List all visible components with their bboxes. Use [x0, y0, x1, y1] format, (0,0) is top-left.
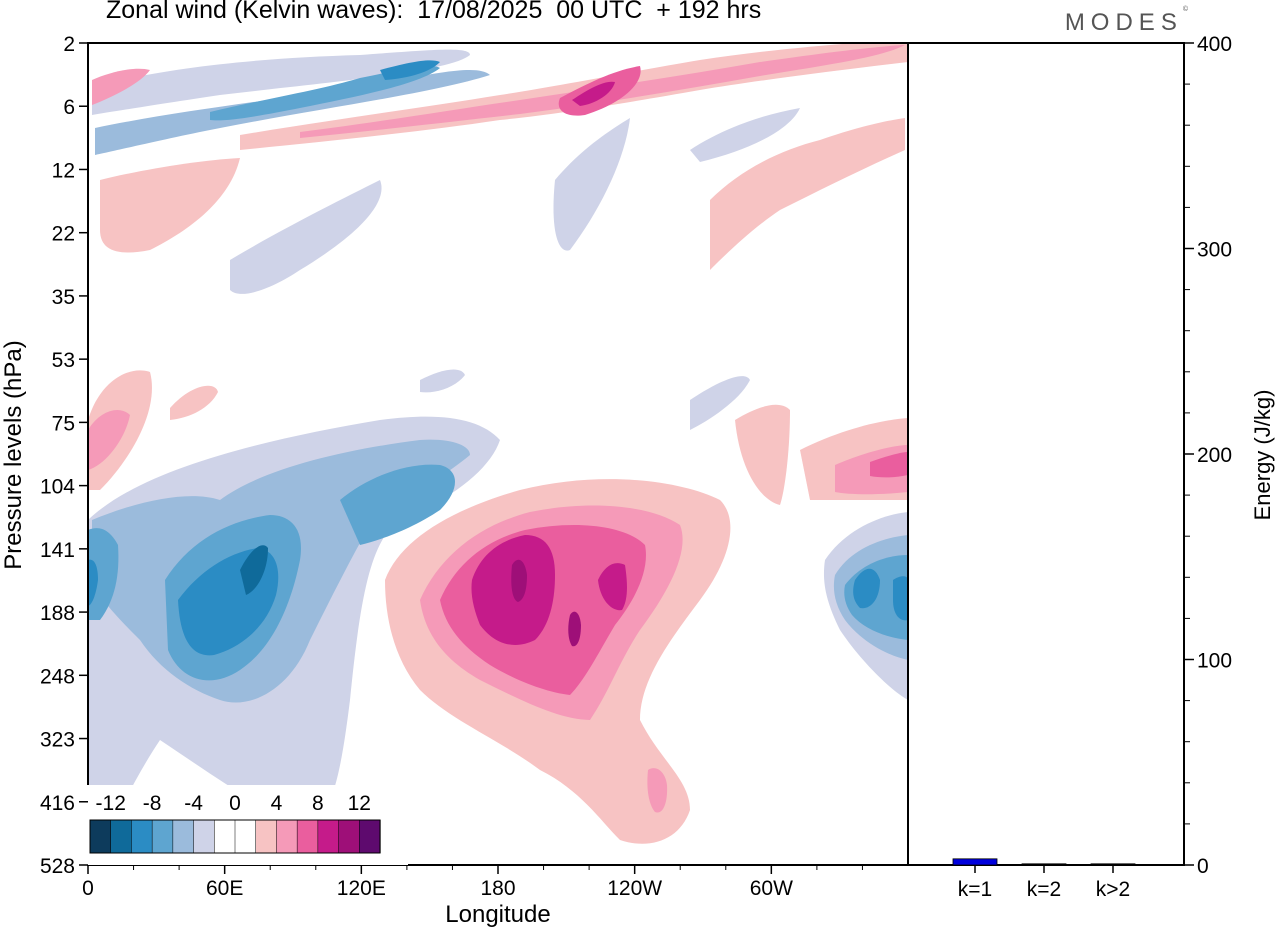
- colorbar-cells: [89, 819, 381, 854]
- brand-logo: MODES©: [1064, 6, 1188, 37]
- y-tick-label: 323: [40, 729, 75, 752]
- energy-y-tick-label: 200: [1197, 444, 1232, 467]
- colorbar-tick-label: -8: [143, 792, 162, 815]
- heatmap-axes: 0 60E 120E 180 120W 60W 2 6 12 22 35 53 75 104 141 188 2…: [40, 33, 863, 900]
- y-tick-label: 2: [63, 33, 75, 56]
- energy-frame: [907, 42, 1185, 866]
- y-axis-label: Pressure levels (hPa): [0, 340, 27, 569]
- colorbar-cell: [110, 819, 133, 854]
- y-tick-label: 141: [40, 539, 75, 562]
- x-tick-label: 120W: [607, 877, 662, 900]
- colorbar-cell: [89, 819, 112, 854]
- colorbar: -12 -8 -4 0 4 8 12: [86, 785, 408, 865]
- y-tick-label: 416: [40, 792, 75, 815]
- energy-y-axis-label: Energy (J/kg): [1250, 390, 1275, 521]
- mid-level-features: [88, 369, 908, 505]
- colorbar-cell: [214, 819, 236, 854]
- x-tick-label: 120E: [337, 877, 386, 900]
- colorbar-tick-label: 4: [271, 792, 283, 815]
- energy-y-tick-label: 400: [1197, 33, 1232, 56]
- energy-y-tick-label: 100: [1197, 650, 1232, 673]
- y-tick-label: 188: [40, 602, 75, 625]
- heatmap-field: [88, 43, 908, 865]
- energy-bar: [1090, 863, 1136, 866]
- y-tick-label: 6: [63, 96, 75, 119]
- colorbar-cell: [276, 819, 298, 854]
- x-tick-label: 0: [82, 877, 94, 900]
- x-tick-label: 60E: [206, 877, 243, 900]
- y-tick-label: 75: [52, 412, 75, 435]
- y-tick-label: 22: [52, 223, 75, 246]
- colorbar-cell: [359, 819, 381, 854]
- y-tick-label: 528: [40, 855, 75, 878]
- colorbar-cell: [255, 819, 278, 854]
- colorbar-cell: [131, 819, 153, 854]
- colorbar-cell: [317, 819, 340, 854]
- colorbar-cell: [151, 819, 174, 854]
- colorbar-tick-label: 8: [312, 792, 324, 815]
- upper-level-bands: [92, 43, 908, 294]
- energy-bars: k=1 k=2 k>2: [952, 858, 1136, 901]
- energy-bar: [952, 858, 998, 866]
- energy-axis: 0 100 200 300 400: [1184, 33, 1232, 878]
- y-tick-label: 53: [52, 349, 75, 372]
- colorbar-tick-label: -4: [184, 792, 203, 815]
- colorbar-frame: [89, 819, 381, 854]
- colorbar-cell: [193, 819, 215, 854]
- energy-x-tick-label: k>2: [1096, 878, 1130, 901]
- energy-chart: 0 100 200 300 400 k=1 k=2 k>2 Energy (J/kg): [907, 33, 1275, 901]
- colorbar-tick-label: 12: [348, 792, 371, 815]
- energy-bar: [1021, 863, 1067, 866]
- energy-x-tick-label: k=2: [1027, 878, 1061, 901]
- colorbar-tick-label: -12: [96, 792, 126, 815]
- colorbar-cell: [234, 819, 257, 854]
- y-tick-label: 104: [40, 476, 75, 499]
- energy-y-tick-label: 0: [1197, 855, 1209, 878]
- colorbar-cell: [172, 819, 195, 854]
- brand-name: MODES: [1064, 9, 1183, 36]
- brand-mark: ©: [1182, 6, 1188, 13]
- lower-level-structures: [88, 416, 908, 865]
- y-tick-label: 12: [52, 159, 75, 182]
- x-tick-label: 60W: [750, 877, 793, 900]
- colorbar-labels: -12 -8 -4 0 4 8 12: [96, 792, 371, 815]
- colorbar-cell: [296, 819, 319, 854]
- x-tick-label: 180: [480, 877, 515, 900]
- x-axis-label: Longitude: [445, 901, 550, 928]
- energy-x-tick-label: k=1: [958, 878, 992, 901]
- chart-title: Zonal wind (Kelvin waves): 17/08/2025 00…: [106, 0, 762, 24]
- energy-y-tick-label: 300: [1197, 239, 1232, 262]
- colorbar-tick-label: 0: [229, 792, 241, 815]
- y-tick-label: 248: [40, 665, 75, 688]
- y-tick-label: 35: [52, 286, 75, 309]
- colorbar-cell: [338, 819, 360, 854]
